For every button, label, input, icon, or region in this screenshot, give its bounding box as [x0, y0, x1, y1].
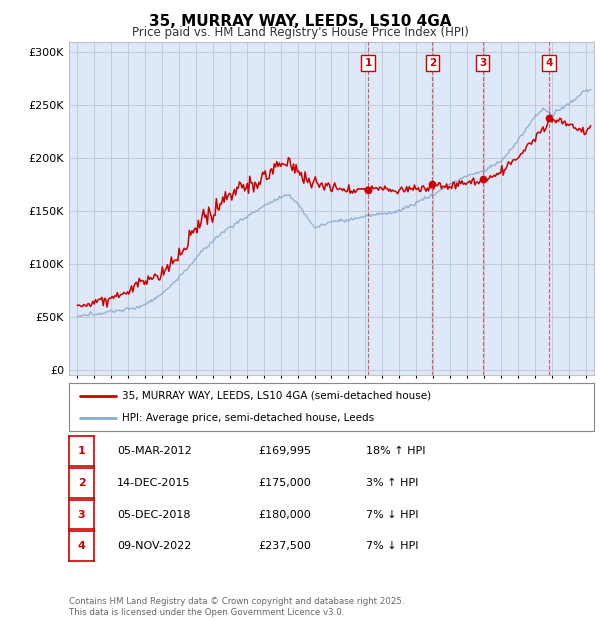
Text: 35, MURRAY WAY, LEEDS, LS10 4GA (semi-detached house): 35, MURRAY WAY, LEEDS, LS10 4GA (semi-de… [121, 391, 431, 401]
Text: 05-MAR-2012: 05-MAR-2012 [117, 446, 192, 456]
Text: 35, MURRAY WAY, LEEDS, LS10 4GA: 35, MURRAY WAY, LEEDS, LS10 4GA [149, 14, 451, 29]
Text: 7% ↓ HPI: 7% ↓ HPI [366, 510, 419, 520]
Text: £237,500: £237,500 [258, 541, 311, 551]
Text: £175,000: £175,000 [258, 478, 311, 488]
Text: 4: 4 [77, 541, 86, 551]
Text: 3: 3 [479, 58, 486, 68]
Text: 4: 4 [545, 58, 553, 68]
Text: 18% ↑ HPI: 18% ↑ HPI [366, 446, 425, 456]
Text: 09-NOV-2022: 09-NOV-2022 [117, 541, 191, 551]
Text: 1: 1 [365, 58, 372, 68]
Text: £169,995: £169,995 [258, 446, 311, 456]
Text: Contains HM Land Registry data © Crown copyright and database right 2025.
This d: Contains HM Land Registry data © Crown c… [69, 598, 404, 617]
Text: HPI: Average price, semi-detached house, Leeds: HPI: Average price, semi-detached house,… [121, 413, 374, 423]
Text: 1: 1 [78, 446, 85, 456]
Text: 05-DEC-2018: 05-DEC-2018 [117, 510, 191, 520]
Text: 3% ↑ HPI: 3% ↑ HPI [366, 478, 418, 488]
Text: 2: 2 [78, 478, 85, 488]
Text: 14-DEC-2015: 14-DEC-2015 [117, 478, 191, 488]
Text: Price paid vs. HM Land Registry's House Price Index (HPI): Price paid vs. HM Land Registry's House … [131, 26, 469, 39]
Text: £180,000: £180,000 [258, 510, 311, 520]
Text: 7% ↓ HPI: 7% ↓ HPI [366, 541, 419, 551]
Text: 2: 2 [428, 58, 436, 68]
Text: 3: 3 [78, 510, 85, 520]
